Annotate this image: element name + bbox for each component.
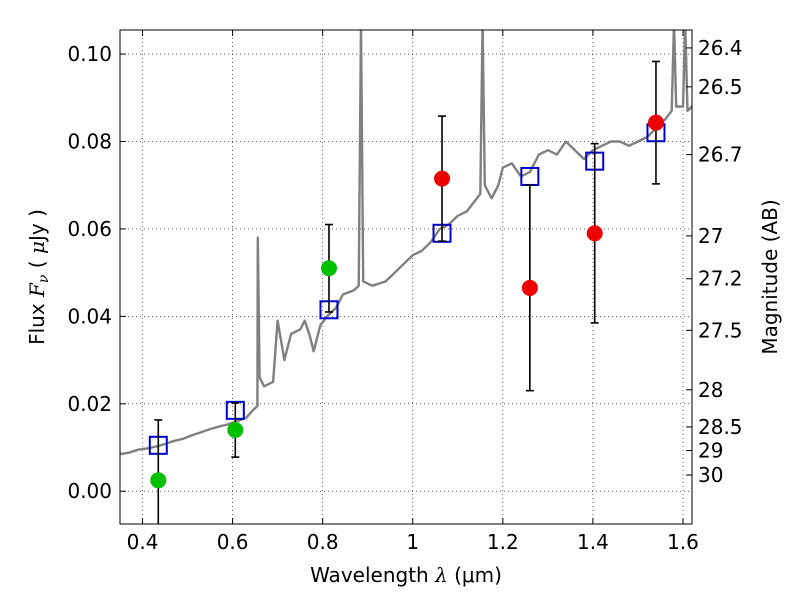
observed_nir-point [434,170,451,187]
y2-tick-label: 26.7 [698,143,743,167]
y2-tick-label: 27.5 [698,318,743,342]
x-tick-label: 0.4 [127,530,159,554]
y-tick-label: 0.08 [67,129,112,153]
x-axis-title: Wavelength λ (μm) [310,563,502,587]
y-tick-label: 0.10 [67,42,112,66]
y-tick-label: 0.02 [67,392,112,416]
y2-tick-label: 26.5 [698,75,743,99]
y2-tick-label: 27 [698,224,723,248]
observed_nir-point [521,279,538,296]
y2-tick-label: 28.5 [698,415,743,439]
x-tick-label: 1.2 [487,530,519,554]
y2-tick-label: 27.2 [698,267,743,291]
y2-tick-label: 29 [698,439,723,463]
observed_nir-point [647,114,664,131]
y2-tick-label: 30 [698,463,723,487]
x-tick-label: 1 [406,530,419,554]
observed_optical-point [320,260,337,277]
x-tick-label: 1.4 [577,530,609,554]
x-axis: 0.4 0.6 0.8 1 1.2 1.4 1.6 [127,30,699,554]
y-tick-label: 0.06 [67,217,112,241]
data-layer [120,30,692,524]
observed_optical-point [150,472,167,489]
x-tick-label: 1.6 [667,530,699,554]
y2-tick-label: 26.4 [698,36,743,60]
observed_optical-point [227,422,244,439]
y2-tick-label: 28 [698,378,723,402]
y-axis: 0.00 0.02 0.04 0.06 0.08 0.10 [67,42,126,503]
y-tick-label: 0.04 [67,304,112,328]
plot-frame [119,29,693,525]
x-tick-label: 0.6 [217,530,249,554]
observed_nir-point [586,225,603,242]
plot-area [120,30,692,524]
x-tick-label: 0.8 [307,530,339,554]
y-tick-label: 0.00 [67,479,112,503]
y2-axis-title: Magnitude (AB) [758,199,782,354]
y-axis-title: Flux Fν ( μJy ) [25,209,52,345]
